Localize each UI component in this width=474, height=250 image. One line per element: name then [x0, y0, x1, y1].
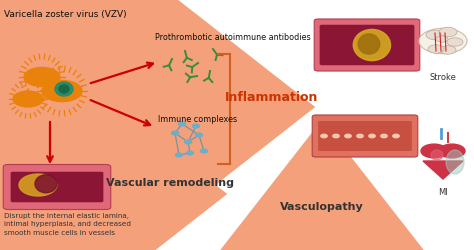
Circle shape: [192, 125, 200, 128]
Text: Vascular remodeling: Vascular remodeling: [106, 177, 234, 187]
Circle shape: [393, 135, 399, 138]
Circle shape: [184, 140, 191, 144]
Circle shape: [333, 135, 339, 138]
Text: Varicella zoster virus (VZV): Varicella zoster virus (VZV): [4, 10, 127, 19]
Polygon shape: [423, 161, 463, 179]
Circle shape: [186, 152, 193, 155]
Ellipse shape: [35, 175, 57, 193]
Circle shape: [201, 150, 208, 153]
Text: MI: MI: [438, 187, 448, 196]
Circle shape: [195, 134, 202, 137]
Circle shape: [13, 92, 43, 108]
Circle shape: [381, 135, 387, 138]
Circle shape: [426, 31, 444, 40]
Ellipse shape: [19, 174, 57, 196]
FancyBboxPatch shape: [3, 165, 111, 210]
Circle shape: [42, 81, 82, 102]
Ellipse shape: [59, 86, 69, 94]
Text: Prothrombotic autoimmune antibodies: Prothrombotic autoimmune antibodies: [155, 33, 310, 42]
FancyBboxPatch shape: [314, 20, 420, 72]
Circle shape: [439, 28, 457, 38]
Circle shape: [24, 68, 60, 87]
FancyBboxPatch shape: [319, 26, 414, 66]
Circle shape: [369, 135, 375, 138]
FancyBboxPatch shape: [10, 172, 103, 203]
Circle shape: [428, 46, 444, 54]
Circle shape: [419, 29, 467, 54]
Ellipse shape: [353, 30, 391, 61]
Text: Disrupt the internal elastic lamina,
intimal hyperplasia, and decreased
smooth m: Disrupt the internal elastic lamina, int…: [4, 212, 131, 235]
Circle shape: [175, 154, 182, 157]
Ellipse shape: [358, 35, 380, 55]
Text: Inflammation: Inflammation: [225, 91, 319, 104]
Circle shape: [421, 144, 447, 158]
Text: Vasculopathy: Vasculopathy: [280, 201, 364, 211]
Text: Immune complexes: Immune complexes: [158, 114, 237, 124]
Ellipse shape: [446, 150, 464, 174]
Ellipse shape: [55, 83, 73, 96]
Circle shape: [345, 135, 351, 138]
Ellipse shape: [431, 150, 443, 160]
Circle shape: [357, 135, 363, 138]
Text: Stroke: Stroke: [429, 73, 456, 82]
Circle shape: [179, 123, 185, 126]
Circle shape: [440, 46, 456, 55]
Circle shape: [436, 37, 448, 43]
Circle shape: [321, 135, 327, 138]
Circle shape: [447, 38, 463, 47]
Circle shape: [439, 144, 465, 158]
FancyBboxPatch shape: [318, 122, 412, 152]
FancyBboxPatch shape: [312, 116, 418, 158]
Circle shape: [172, 132, 179, 135]
